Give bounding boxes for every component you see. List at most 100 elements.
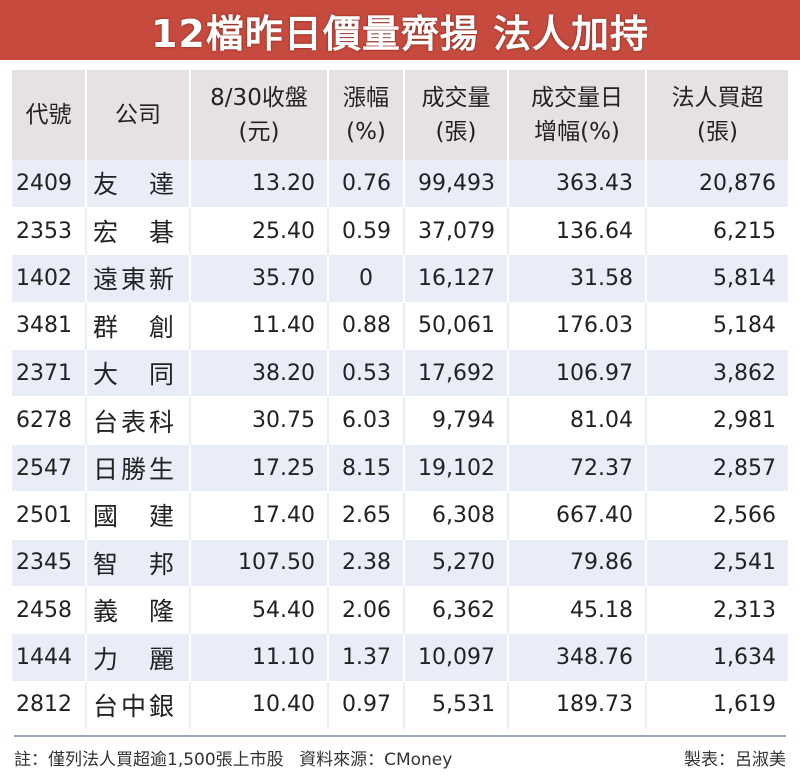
- footer-credit: 製表：呂淑美: [684, 749, 786, 770]
- table-row: 2458 義 隆 54.40 2.06 6,362 45.18 2,313: [12, 586, 788, 635]
- header-close-line: (元): [238, 119, 280, 145]
- header-company-line: 公司: [115, 102, 161, 128]
- cell-volume-growth: 79.86: [508, 539, 647, 588]
- footer-note: 註：僅列法人買超逾1,500張上市股: [14, 749, 284, 770]
- cell-company: 智 邦: [86, 539, 191, 588]
- cell-close: 17.40: [190, 491, 329, 540]
- cell-code: 2458: [12, 586, 87, 635]
- cell-net-buy: 2,541: [646, 539, 788, 588]
- cell-change: 2.65: [328, 491, 405, 540]
- header-close-line: 8/30收盤: [210, 85, 308, 111]
- cell-volume-growth: 45.18: [508, 586, 647, 635]
- table-row: 1444 力 麗 11.10 1.37 10,097 348.76 1,634: [12, 633, 788, 682]
- header-volume-line: 成交量: [421, 85, 491, 111]
- cell-company: 國 建: [86, 491, 191, 540]
- cell-company: 宏 碁: [86, 207, 191, 256]
- header-net-buy-line: 法人買超: [671, 85, 764, 111]
- cell-close: 13.20: [190, 160, 329, 208]
- table-title: 12檔昨日價量齊揚 法人加持: [150, 11, 650, 56]
- cell-volume: 19,102: [404, 444, 509, 493]
- cell-company: 大 同: [86, 349, 191, 398]
- header-row: 代號 公司 8/30收盤 (元) 漲幅 (%) 成交量 (張) 成交量日 增幅(%) 法人買超 (張): [12, 70, 788, 160]
- cell-net-buy: 2,857: [646, 444, 788, 493]
- header-volume-line: (張): [435, 119, 477, 145]
- cell-volume: 10,097: [404, 633, 509, 682]
- table-row: 6278 台表科 30.75 6.03 9,794 81.04 2,981: [12, 396, 788, 445]
- cell-net-buy: 2,566: [646, 491, 788, 540]
- cell-net-buy: 20,876: [646, 160, 788, 208]
- cell-net-buy: 1,634: [646, 633, 788, 682]
- footer-left: 註：僅列法人買超逾1,500張上市股 資料來源：CMoney: [14, 745, 462, 770]
- cell-volume-growth: 363.43: [508, 160, 647, 208]
- cell-net-buy: 2,981: [646, 396, 788, 445]
- header-net-buy: 法人買超 (張): [646, 70, 788, 160]
- cell-change: 8.15: [328, 444, 405, 493]
- cell-company: 群 創: [86, 302, 191, 351]
- header-change: 漲幅 (%): [328, 70, 405, 160]
- cell-change: 0.59: [328, 207, 405, 256]
- cell-change: 1.37: [328, 633, 405, 682]
- cell-change: 0.53: [328, 349, 405, 398]
- header-code-line: 代號: [25, 102, 72, 128]
- header-volume: 成交量 (張): [404, 70, 509, 160]
- header-volume-growth-line: 增幅(%): [534, 119, 620, 145]
- cell-close: 11.40: [190, 302, 329, 351]
- cell-close: 11.10: [190, 633, 329, 682]
- cell-volume: 16,127: [404, 254, 509, 303]
- cell-close: 30.75: [190, 396, 329, 445]
- header-code: 代號: [12, 70, 87, 160]
- cell-change: 6.03: [328, 396, 405, 445]
- header-close: 8/30收盤 (元): [190, 70, 329, 160]
- cell-close: 38.20: [190, 349, 329, 398]
- header-volume-growth-line: 成交量日: [531, 85, 623, 111]
- table-row: 2812 台中銀 10.40 0.97 5,531 189.73 1,619: [12, 681, 788, 730]
- header-company: 公司: [86, 70, 191, 160]
- header-change-line: (%): [346, 119, 386, 145]
- cell-volume: 17,692: [404, 349, 509, 398]
- cell-code: 2353: [12, 207, 87, 256]
- cell-volume: 6,362: [404, 586, 509, 635]
- cell-volume: 6,308: [404, 491, 509, 540]
- cell-volume: 99,493: [404, 160, 509, 208]
- cell-volume-growth: 136.64: [508, 207, 647, 256]
- cell-volume-growth: 81.04: [508, 396, 647, 445]
- table-body: 2409 友 達 13.20 0.76 99,493 363.43 20,876 2353 宏 …: [12, 160, 788, 730]
- cell-code: 2547: [12, 444, 87, 493]
- cell-change: 0: [328, 254, 405, 303]
- cell-close: 35.70: [190, 254, 329, 303]
- footer-source: 資料來源：CMoney: [299, 749, 453, 770]
- cell-volume-growth: 72.37: [508, 444, 647, 493]
- cell-change: 2.06: [328, 586, 405, 635]
- cell-volume-growth: 189.73: [508, 681, 647, 730]
- cell-company: 力 麗: [86, 633, 191, 682]
- table-row: 2371 大 同 38.20 0.53 17,692 106.97 3,862: [12, 349, 788, 398]
- table-row: 2501 國 建 17.40 2.65 6,308 667.40 2,566: [12, 491, 788, 540]
- cell-code: 2812: [12, 681, 87, 730]
- cell-company: 日勝生: [86, 444, 191, 493]
- cell-net-buy: 1,619: [646, 681, 788, 730]
- table-header: 代號 公司 8/30收盤 (元) 漲幅 (%) 成交量 (張) 成交量日 增幅(%) 法人買超 (張): [12, 70, 788, 160]
- cell-close: 107.50: [190, 539, 329, 588]
- cell-code: 2371: [12, 349, 87, 398]
- cell-volume-growth: 31.58: [508, 254, 647, 303]
- cell-close: 17.25: [190, 444, 329, 493]
- cell-volume-growth: 176.03: [508, 302, 647, 351]
- cell-change: 0.76: [328, 160, 405, 208]
- cell-volume-growth: 106.97: [508, 349, 647, 398]
- cell-code: 1444: [12, 633, 87, 682]
- cell-code: 6278: [12, 396, 87, 445]
- cell-code: 3481: [12, 302, 87, 351]
- stock-table: 代號 公司 8/30收盤 (元) 漲幅 (%) 成交量 (張) 成交量日 增幅(%) 法人買超 (張)…: [12, 70, 788, 730]
- cell-change: 0.97: [328, 681, 405, 730]
- cell-volume: 50,061: [404, 302, 509, 351]
- cell-net-buy: 3,862: [646, 349, 788, 398]
- cell-change: 0.88: [328, 302, 405, 351]
- cell-code: 2409: [12, 160, 87, 208]
- cell-company: 友 達: [86, 160, 191, 208]
- cell-change: 2.38: [328, 539, 405, 588]
- cell-volume: 37,079: [404, 207, 509, 256]
- cell-code: 1402: [12, 254, 87, 303]
- cell-volume: 5,270: [404, 539, 509, 588]
- cell-volume-growth: 348.76: [508, 633, 647, 682]
- cell-net-buy: 2,313: [646, 586, 788, 635]
